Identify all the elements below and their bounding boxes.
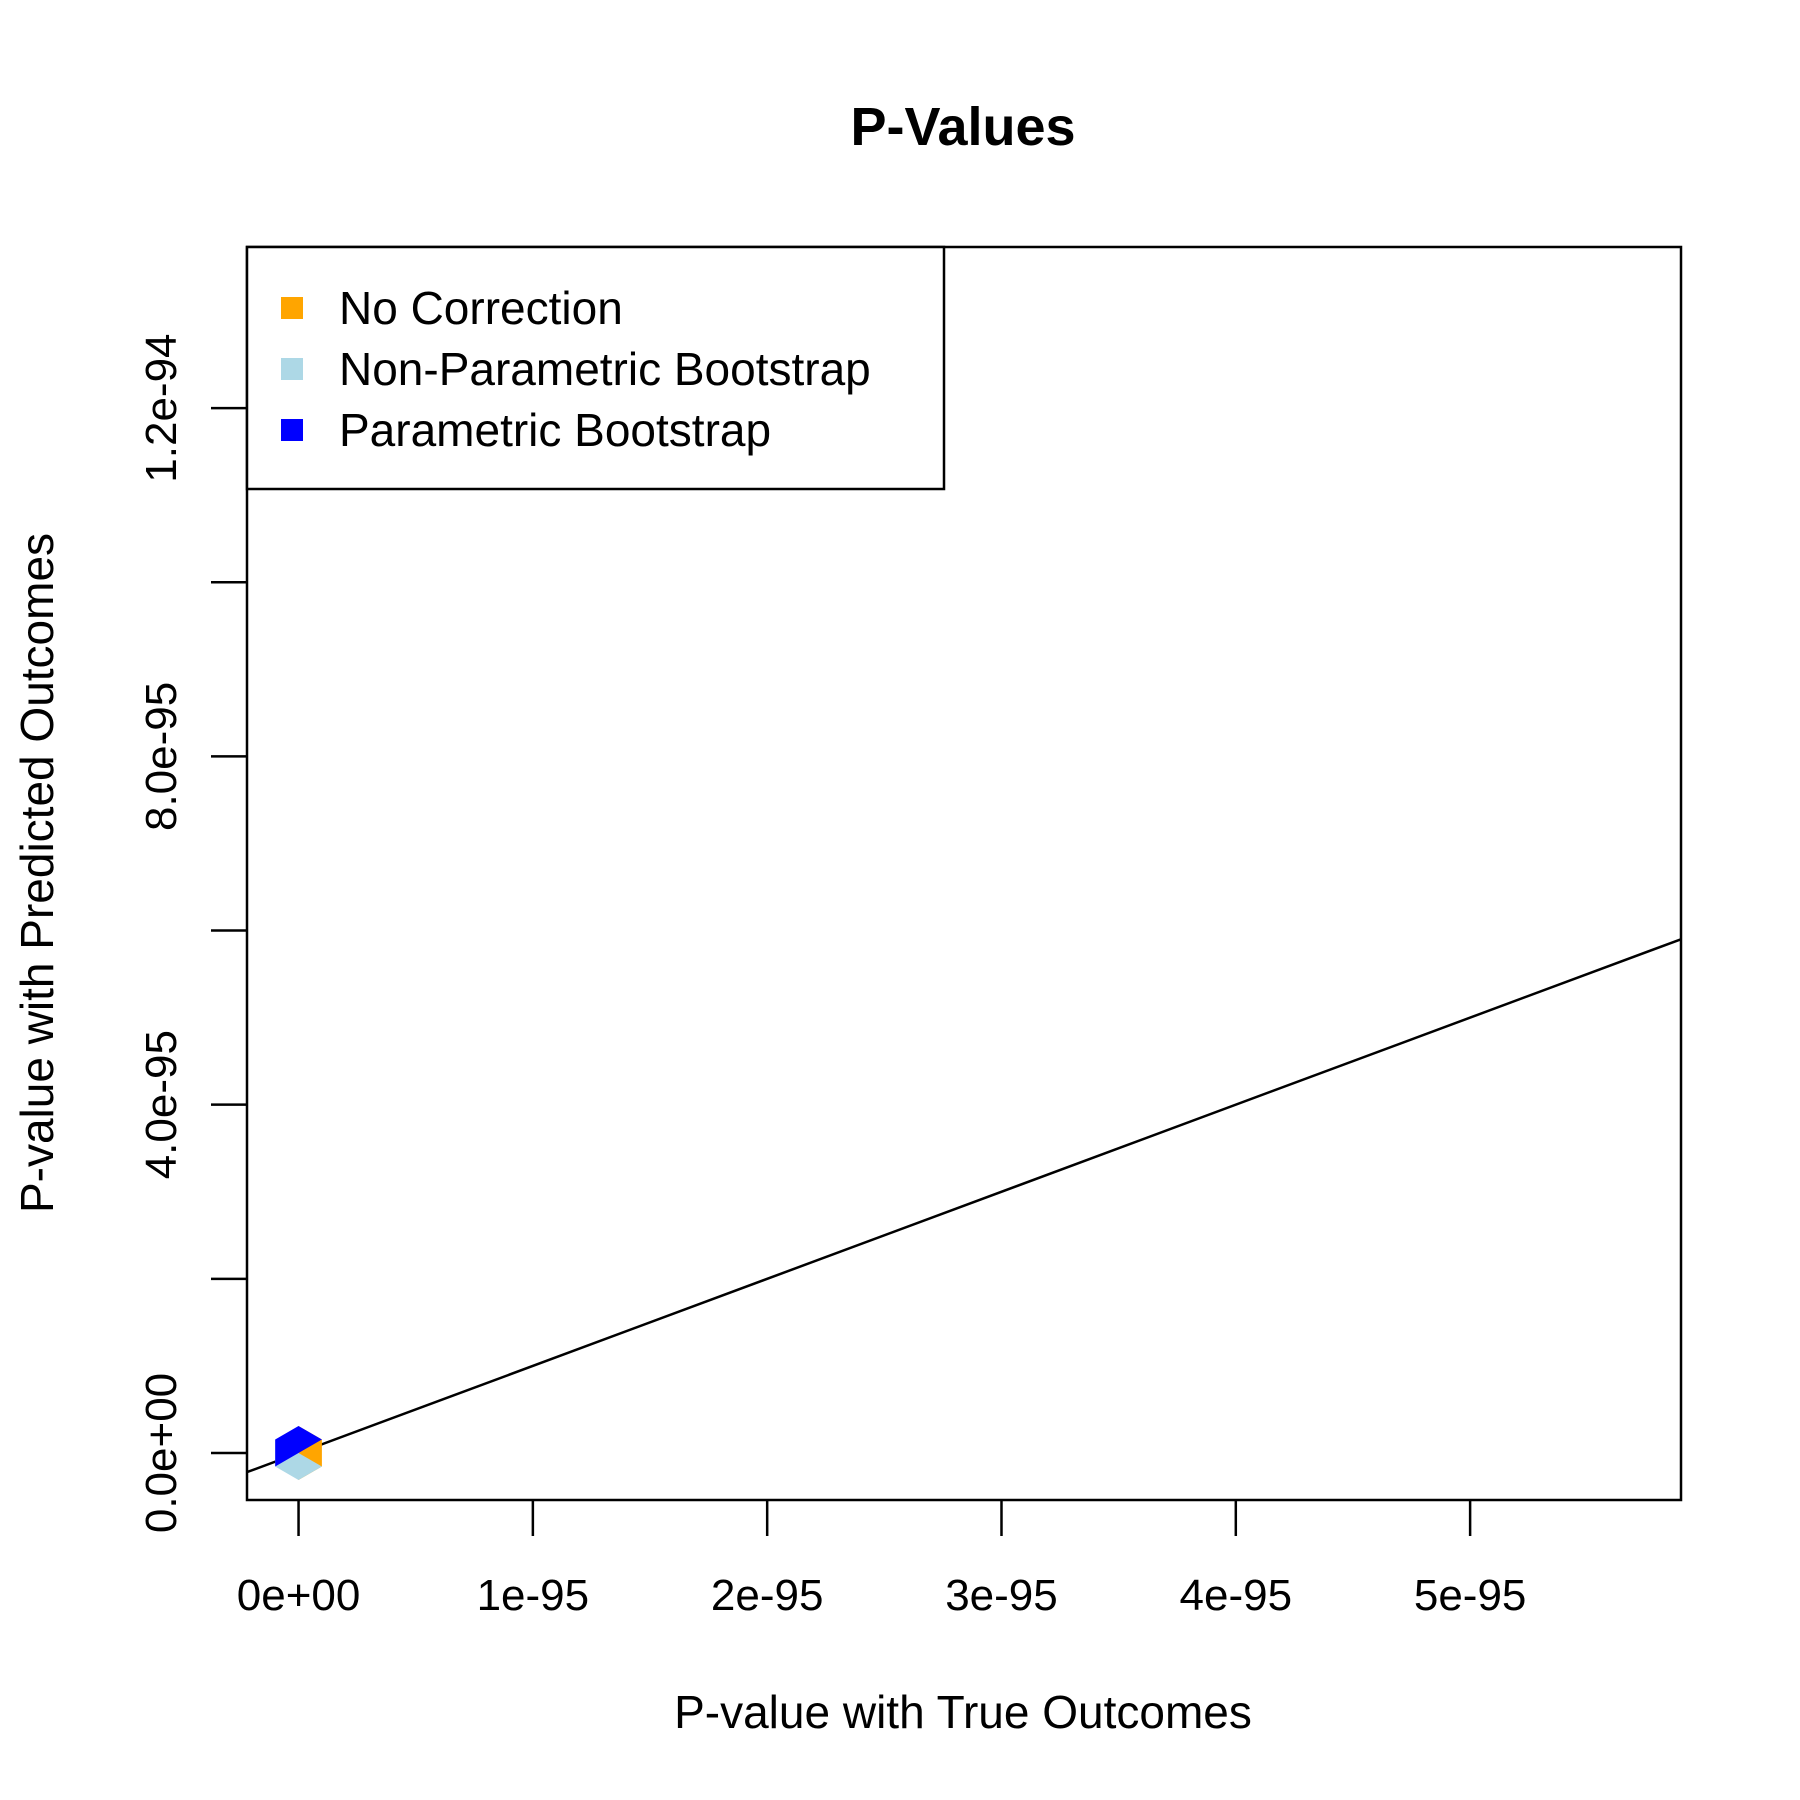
y-tick-label: 4.0e-95 <box>137 1030 186 1179</box>
identity-reference-line <box>247 938 1681 1474</box>
legend-swatch <box>281 297 303 319</box>
legend-label: Parametric Bootstrap <box>339 404 771 456</box>
x-tick-label: 4e-95 <box>1180 1571 1293 1620</box>
y-tick-label: 8.0e-95 <box>137 682 186 831</box>
y-tick-label: 1.2e-94 <box>137 333 186 482</box>
x-tick-label: 3e-95 <box>945 1571 1058 1620</box>
y-axis-label: P-value with Predicted Outcomes <box>11 533 63 1213</box>
legend-box <box>245 245 946 491</box>
legend-label: Non-Parametric Bootstrap <box>339 343 871 395</box>
legend-swatch <box>281 419 303 441</box>
chart-title: P-Values <box>850 97 1075 157</box>
x-tick-label: 1e-95 <box>477 1571 590 1620</box>
data-point-parametric-bootstrap <box>275 1426 322 1467</box>
legend-swatch <box>281 358 303 380</box>
y-axis: 0.0e+00 4.0e-95 8.0e-95 1.2e-94 <box>137 333 247 1533</box>
x-axis: 0e+00 1e-95 2e-95 3e-95 4e-95 5e-95 <box>237 1500 1527 1620</box>
legend-label: No Correction <box>339 282 623 334</box>
plot-frame <box>245 245 1683 1502</box>
x-tick-label: 0e+00 <box>237 1571 361 1620</box>
x-axis-label: P-value with True Outcomes <box>674 1686 1252 1738</box>
legend: No Correction Non-Parametric Bootstrap Par… <box>245 245 946 491</box>
x-tick-label: 2e-95 <box>711 1571 824 1620</box>
x-tick-label: 5e-95 <box>1414 1571 1527 1620</box>
y-tick-label: 0.0e+00 <box>137 1373 186 1533</box>
plot-area <box>247 938 1681 1480</box>
